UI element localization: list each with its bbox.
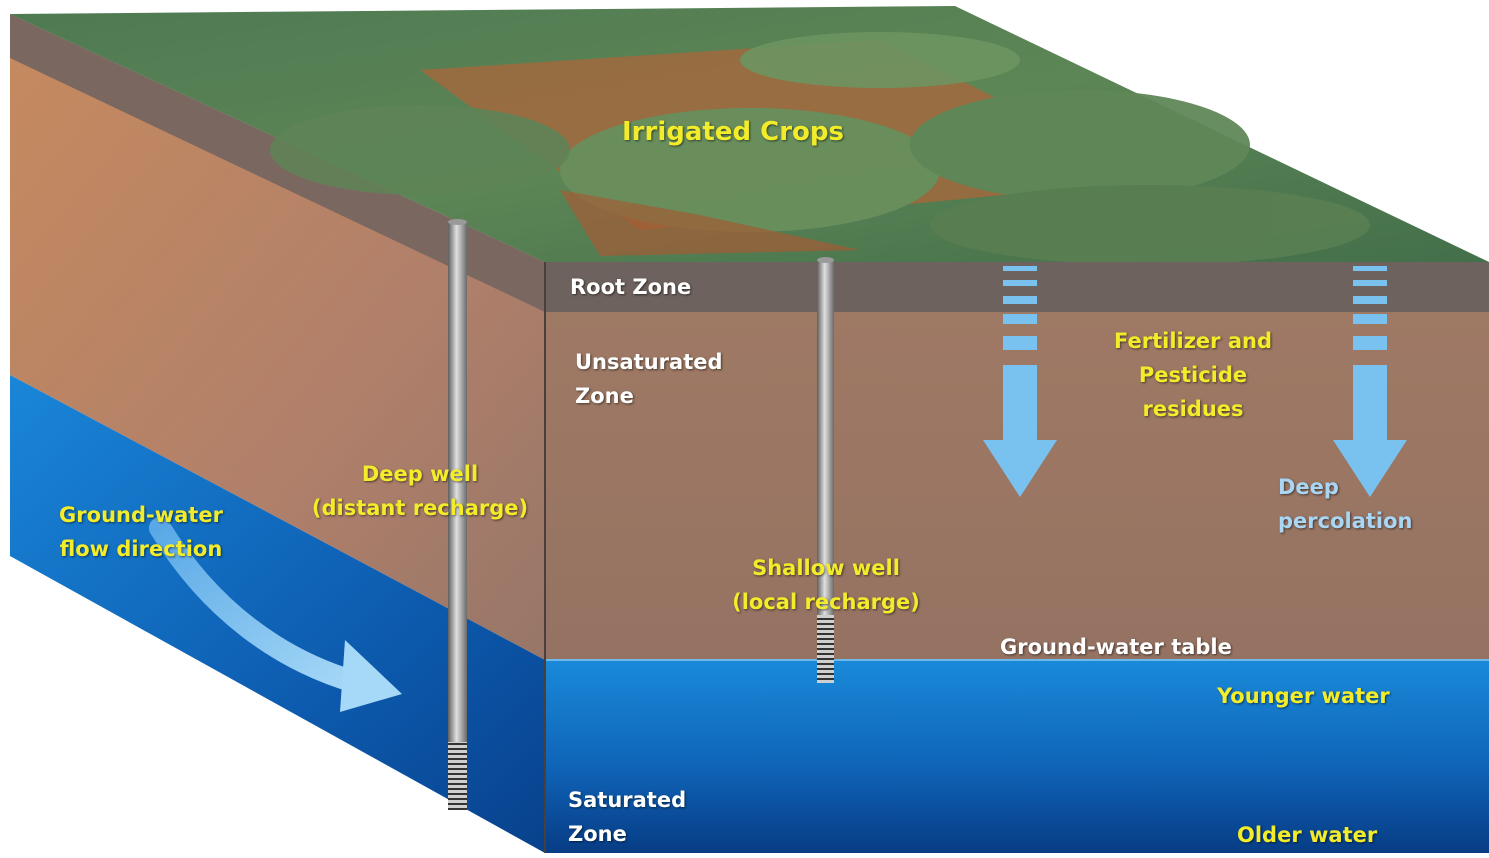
fertilizer-label: Fertilizer and Pesticide residues <box>1113 329 1272 421</box>
deep-well-pipe <box>448 219 467 810</box>
shallow-well-label: Shallow well (local recharge) <box>732 556 920 614</box>
crop-circles <box>270 32 1370 265</box>
deep-percolation-label: Deep percolation <box>1278 475 1413 533</box>
older-water-label: Older water <box>1237 823 1378 847</box>
curved-arrow-icon <box>149 517 402 712</box>
side-face-soil <box>10 14 545 660</box>
side-face-water <box>10 375 545 853</box>
groundwater-flow-label: Ground-water flow direction <box>59 503 223 561</box>
unsaturated-zone-label: Unsaturated Zone <box>575 350 723 408</box>
deep-well-label: Deep well (distant recharge) <box>311 462 529 520</box>
younger-water-label: Younger water <box>1217 684 1390 708</box>
irrigated-crops-label: Irrigated Crops <box>622 117 844 147</box>
front-face-water <box>545 660 1489 853</box>
groundwater-table-label: Ground-water table <box>1000 635 1232 659</box>
shallow-well-pipe <box>817 257 834 683</box>
root-zone-label: Root Zone <box>570 275 692 299</box>
saturated-zone-label: Saturated Zone <box>568 788 687 846</box>
down-arrow-icon <box>983 266 1057 497</box>
down-arrow-icon <box>1333 266 1407 497</box>
